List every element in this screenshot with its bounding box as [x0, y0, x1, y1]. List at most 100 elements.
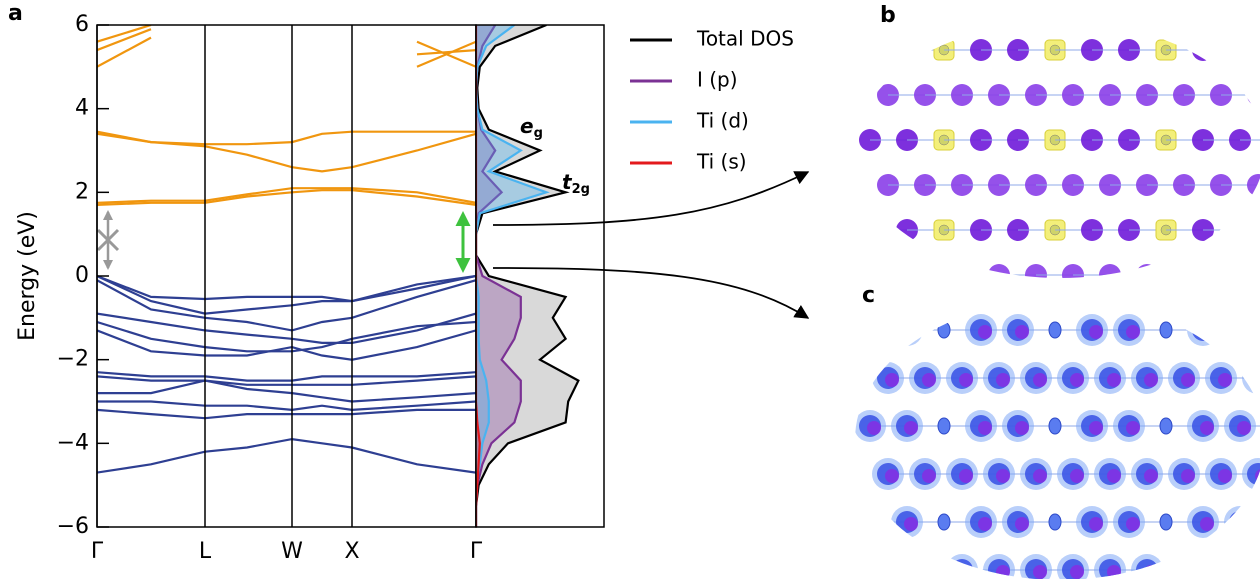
i-atom	[996, 565, 1010, 579]
y-tick-label: −2	[57, 347, 89, 372]
i-atom	[1070, 565, 1084, 579]
i-atom	[1247, 264, 1260, 286]
density-core	[1229, 511, 1251, 533]
x-tick-label: Γ	[91, 539, 104, 564]
i-atom	[1107, 373, 1121, 387]
i-atom	[1229, 219, 1251, 241]
i-atom	[1218, 469, 1232, 483]
panel-label: a	[8, 1, 23, 26]
density-core	[877, 559, 899, 579]
legend-label: Total DOS	[696, 27, 794, 51]
i-atom	[904, 517, 918, 531]
i-atom	[1089, 517, 1103, 531]
density	[854, 314, 886, 346]
annotation-sub: 2g	[572, 182, 590, 197]
i-atom	[1107, 565, 1121, 579]
i-atom	[1173, 264, 1195, 286]
i-atom	[1247, 84, 1260, 106]
ti-density	[1049, 322, 1061, 338]
figure: a b c Energy (eV) ΓLWXΓ−6−4−20246Total D…	[0, 0, 1260, 579]
y-tick-label: 4	[75, 96, 89, 121]
band	[97, 188, 476, 203]
panel-label: b	[880, 3, 896, 28]
density	[1242, 362, 1260, 394]
i-atom	[914, 264, 936, 286]
i-atom	[988, 264, 1010, 286]
i-atom	[978, 421, 992, 435]
i-atom	[1237, 517, 1251, 531]
x-tick-label: L	[199, 539, 212, 564]
y-axis-label: Energy (eV)	[15, 211, 40, 341]
i-atom	[1181, 565, 1195, 579]
annotation: t2g	[562, 170, 590, 197]
i-atom	[1126, 517, 1140, 531]
i-atom	[1126, 421, 1140, 435]
density-core	[859, 511, 881, 533]
legend-label: Ti (s)	[696, 150, 747, 174]
i-atom	[1200, 421, 1214, 435]
annotation-sub: g	[534, 126, 543, 141]
density	[946, 554, 978, 579]
i-atom	[1136, 264, 1158, 286]
i-atom	[1200, 517, 1214, 531]
i-atom	[1015, 325, 1029, 339]
ti-density	[1160, 322, 1172, 338]
annotation-main: e	[520, 114, 534, 138]
i-atom	[996, 469, 1010, 483]
band	[97, 439, 476, 473]
y-tick-label: 2	[75, 179, 89, 204]
i-atom	[922, 373, 936, 387]
i-atom	[978, 517, 992, 531]
density-core	[896, 319, 918, 341]
y-tick-label: 0	[75, 263, 89, 288]
i-atom	[1144, 565, 1158, 579]
i-atom	[1033, 565, 1047, 579]
band	[97, 132, 476, 145]
density-core	[1192, 319, 1214, 341]
density	[1205, 554, 1237, 579]
density-core	[859, 319, 881, 341]
x-tick-label: Γ	[470, 539, 483, 564]
i-atom	[1070, 373, 1084, 387]
i-atom	[1237, 421, 1251, 435]
i-atom	[867, 421, 881, 435]
i-atom	[904, 421, 918, 435]
i-atom	[896, 39, 918, 61]
i-atom	[1033, 469, 1047, 483]
legend-label: Ti (d)	[696, 109, 749, 133]
density	[909, 554, 941, 579]
plot-frame	[97, 25, 476, 527]
ti-density	[1160, 418, 1172, 434]
i-atom	[1255, 373, 1260, 387]
x-tick-label: W	[281, 539, 303, 564]
legend-label: I (p)	[697, 68, 738, 92]
i-atom	[959, 373, 973, 387]
i-atom	[1033, 373, 1047, 387]
density-core	[1229, 319, 1251, 341]
annotation: eg	[520, 114, 543, 141]
i-atom	[959, 469, 973, 483]
i-atom	[1192, 39, 1214, 61]
band	[97, 372, 476, 380]
ti-density	[1160, 514, 1172, 530]
i-atom	[1255, 565, 1260, 579]
i-atom	[867, 517, 881, 531]
i-atom	[885, 469, 899, 483]
i-atom	[859, 219, 881, 241]
density-core	[1247, 559, 1260, 579]
band	[97, 38, 476, 67]
i-atom	[867, 325, 881, 339]
density	[872, 554, 904, 579]
density	[1242, 554, 1260, 579]
y-tick-label: −4	[57, 430, 89, 455]
i-atom	[1181, 373, 1195, 387]
i-atom	[996, 373, 1010, 387]
i-atom	[1210, 264, 1232, 286]
i-atom	[1089, 325, 1103, 339]
i-atom	[885, 565, 899, 579]
crystal-c	[854, 314, 1260, 579]
i-atom	[1144, 373, 1158, 387]
ti-density	[938, 514, 950, 530]
i-atom	[1181, 469, 1195, 483]
density	[1187, 314, 1219, 346]
